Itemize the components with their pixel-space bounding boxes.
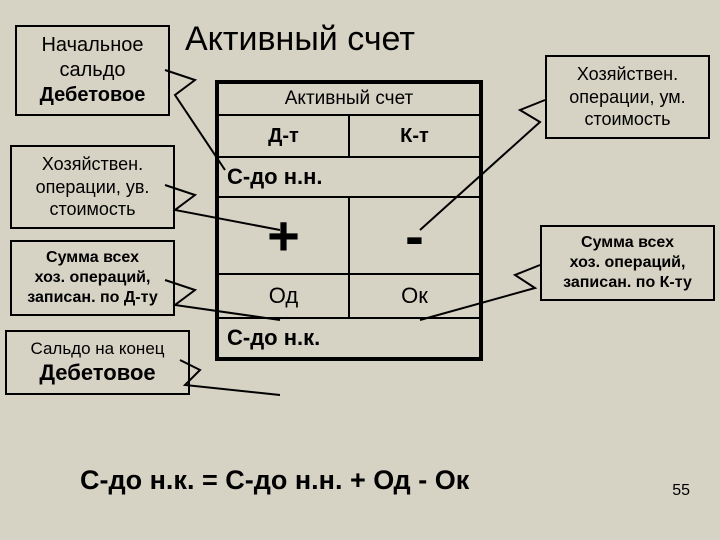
page-number: 55 bbox=[672, 482, 690, 500]
connector-c1 bbox=[0, 0, 720, 540]
formula: С-до н.к. = С-до н.н. + Од - Ок bbox=[80, 465, 469, 496]
